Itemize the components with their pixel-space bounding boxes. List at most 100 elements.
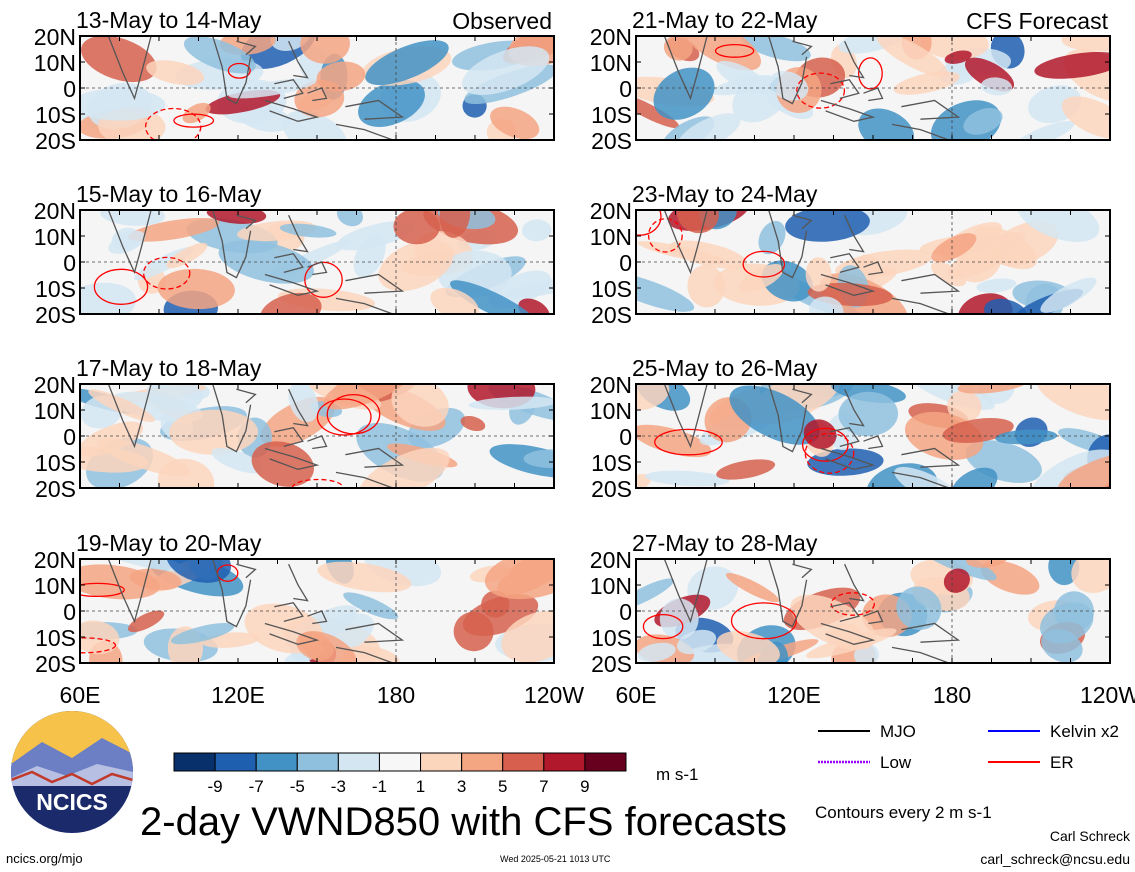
wind-anomaly	[169, 409, 258, 455]
lat-tick-label: 20S	[591, 651, 632, 677]
wind-anomaly	[430, 287, 479, 314]
wind-anomaly	[288, 384, 319, 423]
er-contour	[742, 250, 786, 278]
coastline	[844, 563, 865, 602]
wind-anomaly	[81, 36, 157, 83]
lat-tick-label: 20N	[590, 372, 632, 398]
er-contour	[647, 218, 683, 253]
colorbar: -9 -7 -5 -3 -1 1 3 5 7 9 m s-1	[173, 752, 699, 796]
lat-tick-label: 20N	[590, 24, 632, 50]
colorbar-swatch	[420, 752, 463, 772]
lat-tick-label: 20S	[35, 302, 76, 328]
coastline	[882, 297, 950, 314]
coastline	[663, 559, 708, 624]
coastline	[326, 471, 394, 488]
wind-anomaly	[973, 226, 1038, 270]
wind-anomaly	[653, 67, 715, 120]
wind-anomaly	[729, 385, 820, 445]
lon-tick-label: 120W	[1080, 682, 1135, 708]
colorbar-tick-label: -1	[372, 777, 387, 796]
lat-tick-label: 10S	[35, 625, 76, 651]
wind-anomaly	[439, 210, 471, 238]
wind-anomaly	[393, 210, 440, 245]
coastline	[844, 40, 865, 79]
wind-anomaly	[490, 106, 540, 140]
lat-tick-label: 10N	[590, 398, 632, 424]
coastline	[274, 78, 304, 100]
wind-anomaly	[461, 46, 550, 95]
coastline	[768, 384, 808, 453]
coastline	[274, 426, 304, 448]
lat-tick-label: 20S	[591, 302, 632, 328]
coastline	[345, 622, 405, 643]
coastline	[212, 559, 252, 628]
lat-tick-label: 10S	[35, 450, 76, 476]
coastline	[307, 435, 328, 450]
lat-tick-label: 20S	[591, 128, 632, 154]
lat-tick-label: 0	[619, 76, 632, 102]
coastline	[345, 447, 405, 468]
colorbar-swatch	[461, 752, 504, 772]
wind-field	[636, 384, 1110, 488]
coastline	[863, 261, 884, 276]
wind-anomaly	[976, 278, 1017, 293]
wind-anomaly	[1014, 120, 1075, 140]
coastline	[830, 426, 860, 448]
wind-anomaly	[931, 261, 967, 287]
coastline	[863, 87, 884, 102]
coastline	[844, 388, 865, 427]
wind-anomaly	[636, 578, 674, 610]
wind-anomaly	[838, 391, 899, 437]
wind-anomaly	[896, 586, 942, 630]
colorbar-swatch	[378, 752, 422, 772]
wind-anomaly	[636, 424, 712, 458]
wind-anomaly	[644, 470, 730, 487]
lat-tick-label: 0	[619, 250, 632, 276]
wind-anomaly	[282, 110, 347, 140]
wind-anomaly	[687, 264, 726, 308]
panel-date-label: 23-May to 24-May	[632, 181, 818, 207]
source-url[interactable]: ncics.org/mjo	[6, 851, 83, 866]
wind-field	[80, 559, 554, 663]
wind-anomaly	[1034, 52, 1110, 79]
lat-tick-label: 10N	[34, 573, 76, 599]
coastline	[264, 99, 320, 122]
er-contour	[93, 268, 149, 305]
author-name: Carl Schreck	[1049, 828, 1130, 844]
er-contour	[227, 62, 251, 79]
coastline	[326, 297, 394, 314]
wind-anomaly	[803, 419, 837, 450]
wind-anomaly	[637, 642, 676, 662]
er-contour	[142, 256, 191, 290]
coastline	[663, 384, 708, 449]
coastline	[792, 563, 813, 579]
wind-anomaly	[378, 239, 454, 292]
wind-anomaly	[182, 102, 211, 124]
lat-tick-label: 0	[619, 599, 632, 625]
coastline	[264, 447, 320, 470]
lat-tick-label: 20N	[34, 372, 76, 398]
author-email[interactable]: carl_schreck@ncsu.edu	[980, 851, 1130, 867]
coastline	[288, 40, 309, 79]
er-contour	[857, 57, 883, 90]
wind-anomaly	[716, 631, 780, 663]
wind-anomaly	[980, 77, 1013, 96]
colorbar-tick-label: -9	[208, 777, 223, 796]
wind-anomaly	[676, 629, 717, 655]
wind-anomaly	[523, 449, 554, 469]
coastline	[107, 384, 152, 449]
wind-field	[80, 384, 554, 488]
coastline	[820, 99, 876, 122]
coastline	[288, 563, 309, 602]
coastline	[901, 273, 961, 294]
wind-anomaly	[358, 79, 425, 127]
coastline	[820, 622, 876, 645]
legend-label: MJO	[880, 722, 916, 741]
wind-anomaly	[260, 292, 322, 314]
figure-title: 2-day VWND850 with CFS forecasts	[140, 800, 787, 844]
coastline	[212, 36, 252, 105]
